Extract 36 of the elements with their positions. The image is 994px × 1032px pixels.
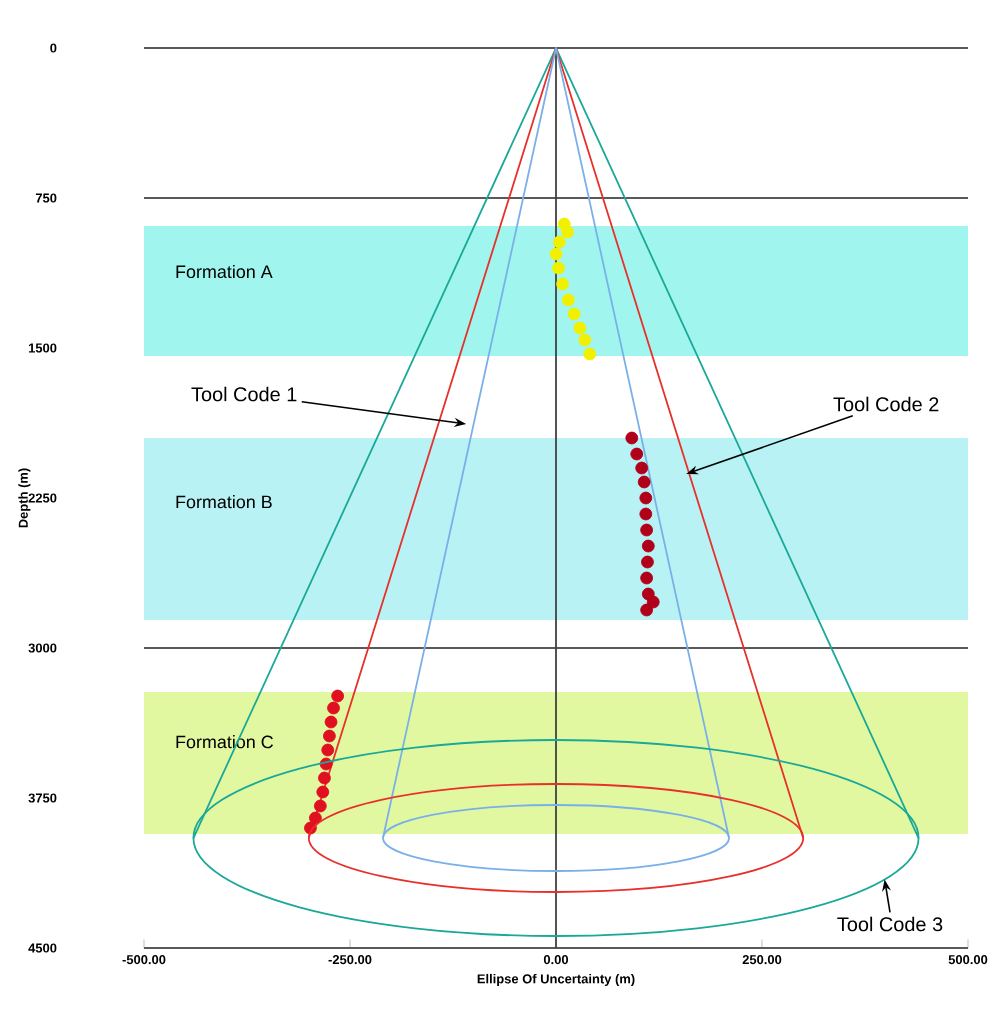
point xyxy=(640,555,654,569)
band-label: Formation B xyxy=(176,495,272,509)
point xyxy=(640,571,653,585)
point xyxy=(630,447,643,461)
point xyxy=(567,307,581,321)
point xyxy=(561,293,575,307)
point xyxy=(322,729,336,743)
point xyxy=(573,321,587,335)
point xyxy=(556,277,569,291)
point xyxy=(317,771,331,785)
point xyxy=(640,523,653,537)
point xyxy=(551,261,565,275)
point xyxy=(321,743,334,757)
point xyxy=(640,603,653,617)
point xyxy=(641,539,655,553)
point xyxy=(560,225,574,239)
annotation: Tool Code 3 xyxy=(837,916,943,932)
point xyxy=(316,785,329,799)
point xyxy=(326,701,340,715)
point xyxy=(308,811,322,825)
annotation: Tool Code 1 xyxy=(191,386,297,402)
point xyxy=(578,333,591,347)
point xyxy=(635,461,648,475)
point xyxy=(331,689,344,703)
point xyxy=(324,715,338,729)
point xyxy=(549,247,563,261)
point xyxy=(639,507,652,521)
point xyxy=(639,491,652,505)
point xyxy=(625,431,638,445)
point xyxy=(637,475,651,489)
point xyxy=(583,347,596,361)
point xyxy=(552,235,566,249)
annotation: Tool Code 2 xyxy=(833,396,939,412)
point xyxy=(646,595,660,609)
band-label: Formation A xyxy=(176,264,273,279)
point xyxy=(313,799,327,813)
